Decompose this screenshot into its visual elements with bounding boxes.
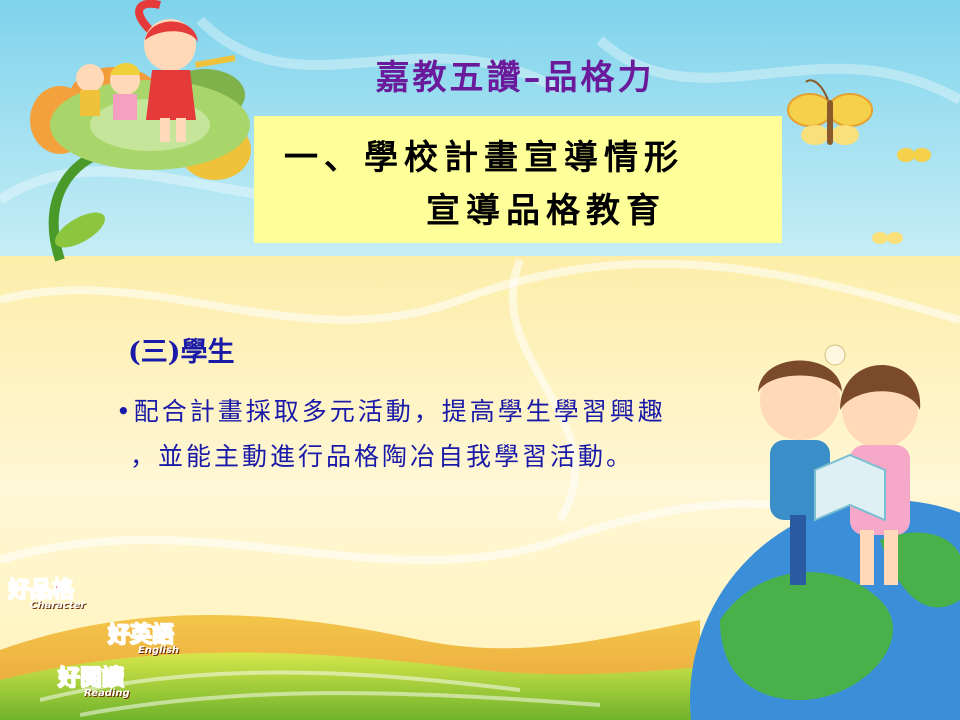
bullet-line-2: ，並能主動進行品格陶冶自我學習活動。 <box>130 442 635 471</box>
small-butterfly-icon <box>872 148 931 244</box>
flower-illustration <box>30 67 251 262</box>
logo-reading-cn: 好閱讀 <box>58 666 125 692</box>
logo-character-cn: 好品格 <box>7 578 75 604</box>
title-box: 一、學校計畫宣導情形 宣導品格教育 <box>254 116 782 243</box>
small-kids-illustration <box>76 62 140 120</box>
hill-stripes <box>39 670 601 717</box>
title-box-line-1: 一、學校計畫宣導情形 <box>284 138 684 178</box>
logo-english-en: English <box>138 645 180 656</box>
reading-kids-illustration <box>758 344 921 585</box>
logo-english-cn: 好英語 <box>107 623 175 649</box>
logo-character: 好品格 Character <box>7 572 86 612</box>
logo-english: 好英語 English <box>107 617 180 657</box>
section-heading: (三)學生 <box>128 337 235 368</box>
bullet-line-1: •配合計畫採取多元活動，提高學生學習興趣 <box>116 389 856 434</box>
logo-character-en: Character <box>30 600 86 611</box>
slide-title: 嘉教五讚–品格力 <box>375 58 655 98</box>
title-box-line-2: 宣導品格教育 <box>426 191 666 231</box>
bullet-text-1: 配合計畫採取多元活動，提高學生學習興趣 <box>133 397 666 426</box>
logo-reading: 好閱讀 Reading <box>58 660 130 700</box>
bullet-item: •配合計畫採取多元活動，提高學生學習興趣 ，並能主動進行品格陶冶自我學習活動。 <box>116 389 856 479</box>
logo-reading-en: Reading <box>84 688 130 699</box>
butterfly-icon <box>787 79 873 145</box>
girl-flute-illustration <box>135 0 236 142</box>
bullet-mark: • <box>116 397 134 426</box>
